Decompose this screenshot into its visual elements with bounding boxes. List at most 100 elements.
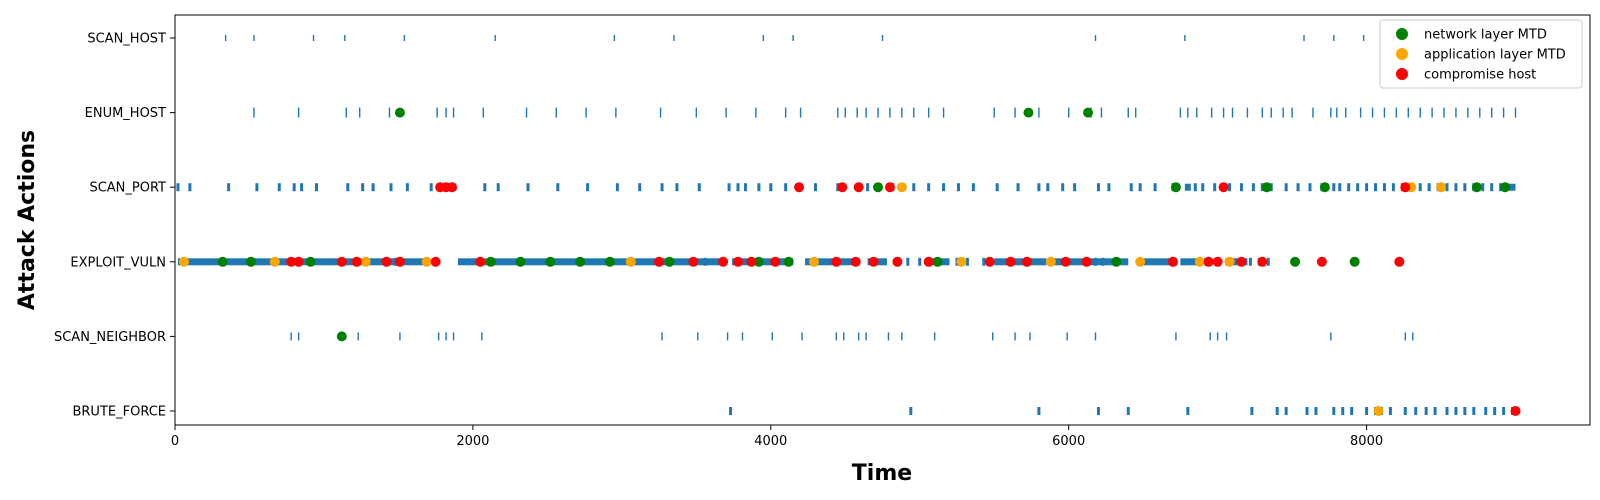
attack-action-tick bbox=[452, 107, 455, 118]
attack-action-tick bbox=[1479, 107, 1481, 118]
attack-action-tick bbox=[1365, 183, 1369, 192]
attack-action-tick bbox=[1266, 257, 1270, 266]
data-point bbox=[850, 256, 861, 267]
attack-action-tick bbox=[1418, 183, 1422, 192]
attack-action-tick bbox=[1014, 332, 1016, 341]
x-tick-label: 8000 bbox=[1350, 434, 1383, 449]
legend-marker bbox=[1396, 68, 1408, 80]
attack-action-band bbox=[994, 258, 1047, 266]
data-point bbox=[447, 182, 458, 193]
attack-action-band bbox=[1184, 183, 1191, 191]
attack-action-tick bbox=[399, 332, 401, 341]
data-point bbox=[746, 256, 757, 267]
attack-action-band bbox=[1225, 258, 1248, 266]
attack-action-tick bbox=[659, 107, 662, 118]
attack-action-tick bbox=[1248, 257, 1252, 266]
attack-action-tick bbox=[1222, 107, 1225, 118]
attack-action-tick bbox=[1463, 183, 1467, 192]
data-point bbox=[1224, 256, 1235, 267]
attack-action-tick bbox=[799, 107, 802, 118]
attack-action-tick bbox=[1443, 107, 1445, 118]
attack-action-tick bbox=[556, 183, 560, 192]
attack-action-tick bbox=[865, 332, 867, 341]
data-point bbox=[381, 256, 392, 267]
attack-action-tick bbox=[277, 183, 281, 192]
attack-action-tick bbox=[1356, 183, 1360, 192]
attack-action-tick bbox=[1454, 407, 1458, 415]
attack-action-tick bbox=[292, 183, 296, 192]
attack-action-tick bbox=[371, 183, 375, 192]
data-point bbox=[718, 256, 729, 267]
data-point bbox=[1083, 107, 1094, 118]
attack-action-tick bbox=[1038, 107, 1040, 118]
data-point bbox=[515, 256, 526, 267]
attack-action-tick bbox=[1073, 183, 1077, 192]
attack-action-tick bbox=[1332, 183, 1336, 192]
data-point bbox=[1400, 182, 1411, 193]
attack-action-tick bbox=[1305, 407, 1309, 415]
attack-action-tick bbox=[1395, 107, 1398, 118]
plot-area bbox=[176, 35, 1521, 416]
attack-action-tick bbox=[1314, 407, 1318, 415]
attack-action-tick bbox=[784, 107, 787, 118]
attack-action-tick bbox=[638, 183, 642, 192]
attack-action-tick bbox=[865, 107, 867, 118]
attack-action-tick bbox=[315, 183, 318, 192]
attack-action-tick bbox=[300, 183, 304, 192]
data-point bbox=[808, 256, 819, 267]
data-point bbox=[1194, 256, 1205, 267]
y-tick-label: SCAN_NEIGHBOR bbox=[54, 330, 166, 345]
attack-action-tick bbox=[1312, 107, 1314, 118]
attack-action-tick bbox=[1231, 107, 1234, 118]
data-point bbox=[421, 256, 432, 267]
attack-action-tick bbox=[1186, 407, 1190, 415]
y-tick-label: EXPLOIT_VULN bbox=[70, 255, 166, 270]
attack-action-tick bbox=[1412, 332, 1414, 341]
attack-action-tick bbox=[1061, 183, 1065, 192]
attack-action-tick bbox=[1404, 332, 1407, 341]
attack-action-tick bbox=[297, 107, 300, 118]
data-point bbox=[178, 256, 189, 267]
attack-action-tick bbox=[1029, 332, 1031, 341]
attack-action-tick bbox=[736, 183, 740, 192]
attack-action-tick bbox=[255, 183, 259, 192]
attack-action-tick bbox=[695, 107, 698, 118]
attack-action-tick bbox=[1225, 332, 1228, 341]
attack-action-tick bbox=[1374, 183, 1378, 192]
attack-action-tick bbox=[297, 332, 300, 341]
attack-action-tick bbox=[1284, 183, 1288, 192]
attack-action-tick bbox=[727, 183, 731, 192]
attack-action-tick bbox=[1209, 332, 1211, 341]
attack-action-tick bbox=[253, 107, 255, 118]
attack-action-tick bbox=[615, 183, 619, 192]
data-point bbox=[625, 256, 636, 267]
x-tick-label: 0 bbox=[171, 434, 179, 449]
attack-action-tick bbox=[843, 332, 845, 341]
attack-action-tick bbox=[437, 332, 440, 341]
legend-label: application layer MTD bbox=[1424, 48, 1566, 63]
attack-action-tick bbox=[1481, 183, 1485, 192]
attack-action-tick bbox=[1371, 107, 1374, 118]
attack-action-tick bbox=[1250, 407, 1254, 415]
attack-action-tick bbox=[1365, 407, 1369, 415]
attack-action-tick bbox=[1463, 407, 1467, 415]
attack-action-tick bbox=[1094, 35, 1097, 41]
legend-marker bbox=[1396, 48, 1408, 60]
data-point bbox=[1471, 182, 1482, 193]
attack-action-tick bbox=[1330, 332, 1332, 341]
attack-action-tick bbox=[703, 257, 707, 266]
attack-action-tick bbox=[857, 332, 860, 341]
data-point bbox=[1218, 182, 1229, 193]
attack-action-tick bbox=[901, 332, 903, 341]
data-point bbox=[1081, 256, 1092, 267]
legend: network layer MTD application layer MTD co… bbox=[1379, 19, 1583, 89]
data-point bbox=[1373, 406, 1384, 416]
data-point bbox=[604, 256, 615, 267]
attack-action-tick bbox=[1490, 107, 1493, 118]
attack-action-tick bbox=[388, 107, 391, 118]
x-axis-title: Time bbox=[852, 461, 912, 486]
attack-action-tick bbox=[613, 35, 616, 41]
data-point bbox=[475, 256, 486, 267]
attack-action-tick bbox=[1490, 183, 1494, 192]
attack-action-tick bbox=[933, 332, 936, 341]
